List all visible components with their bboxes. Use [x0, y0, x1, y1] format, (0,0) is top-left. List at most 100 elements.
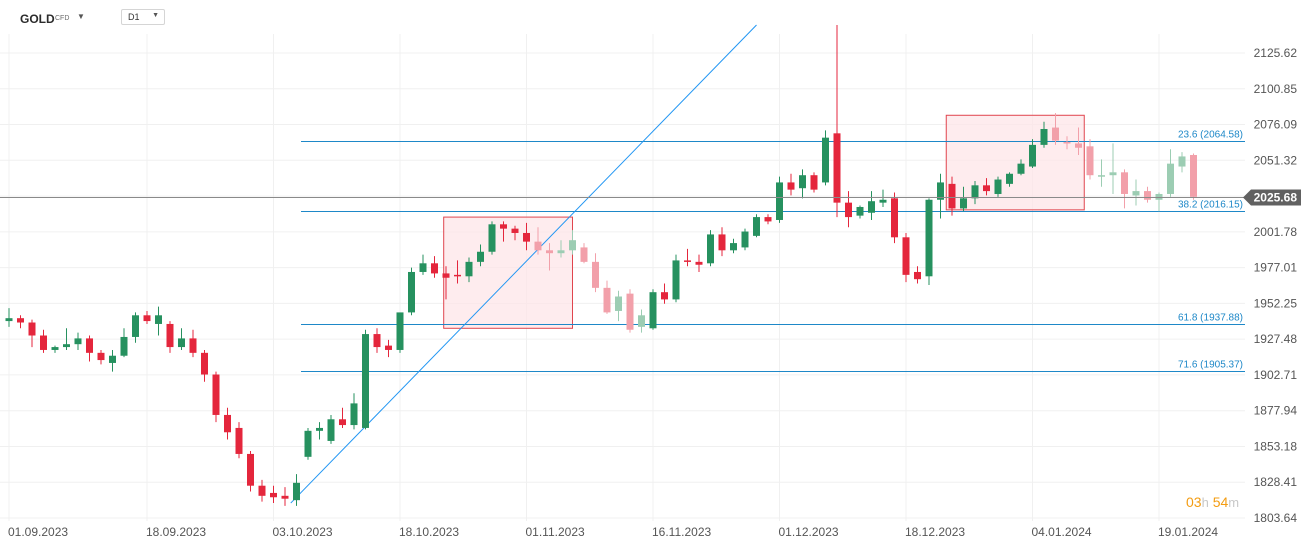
candle-body: [408, 271, 415, 313]
candlestick: [695, 254, 703, 272]
candlestick: [833, 25, 841, 218]
candlestick: [1190, 153, 1197, 200]
candlestick: [63, 328, 70, 350]
candle-body: [120, 336, 128, 356]
candle-countdown: 03h 54m: [1186, 494, 1239, 510]
x-tick-label: 16.11.2023: [652, 525, 711, 539]
candle-body: [327, 419, 335, 441]
candle-body: [511, 228, 519, 233]
x-tick-label: 01.11.2023: [526, 525, 585, 539]
y-tick-label: 1977.01: [1254, 261, 1298, 275]
candlestick: [569, 230, 576, 255]
candle-body: [580, 247, 588, 262]
y-tick-label: 1877.94: [1254, 404, 1298, 418]
candle-body: [1063, 141, 1071, 144]
candle-body: [396, 312, 404, 350]
candle-body: [362, 334, 369, 428]
candle-body: [730, 243, 737, 251]
y-tick-label: 1902.71: [1254, 368, 1298, 382]
candle-body: [983, 185, 990, 192]
candle-body: [385, 345, 392, 350]
countdown-minutes-unit: m: [1228, 495, 1240, 510]
candle-body: [1144, 191, 1151, 200]
candlestick: [500, 221, 507, 242]
candlestick: [534, 227, 542, 255]
candle-body: [166, 323, 174, 348]
candle-body: [615, 296, 622, 311]
y-tick-label: 1927.48: [1254, 332, 1298, 346]
candle-body: [454, 274, 461, 277]
candlestick: [810, 172, 818, 193]
candle-body: [1121, 172, 1128, 194]
candle-body: [86, 338, 93, 353]
candle-body: [822, 137, 829, 183]
candlestick: [787, 173, 795, 196]
candlestick: [120, 328, 128, 358]
candlestick: [109, 349, 116, 372]
candle-body: [914, 271, 921, 280]
candlestick: [1086, 139, 1094, 180]
candle-body: [17, 318, 24, 323]
candlestick: [5, 308, 13, 327]
current-price-tag: [1243, 189, 1301, 206]
chart-toolbar: GOLD CFD ▼ D1 ▼: [0, 0, 1314, 34]
candle-body: [534, 241, 542, 251]
timeframe-select[interactable]: D1 ▼: [121, 9, 165, 25]
candle-body: [488, 224, 496, 252]
candle-body: [304, 430, 312, 457]
symbol-name[interactable]: GOLD: [20, 12, 55, 26]
candlestick: [327, 414, 335, 444]
candle-body: [189, 338, 197, 353]
candle-body: [603, 287, 611, 313]
candle-body: [373, 334, 381, 348]
x-tick-label: 04.01.2024: [1032, 525, 1092, 539]
candlestick: [212, 371, 220, 423]
candlestick: [753, 214, 760, 238]
candlestick: [1040, 121, 1048, 148]
symbol-dropdown-icon[interactable]: ▼: [77, 12, 85, 21]
y-tick-label: 1952.25: [1254, 296, 1298, 310]
candle-body: [5, 318, 13, 322]
y-tick-label: 1853.18: [1254, 439, 1298, 453]
candlestick: [51, 345, 59, 353]
candlestick: [304, 427, 312, 460]
candle-body: [1017, 163, 1025, 174]
candle-body: [569, 240, 576, 251]
candlestick: [546, 243, 553, 271]
candlestick: [580, 243, 588, 264]
candle-body: [1052, 127, 1059, 141]
candlestick: [937, 173, 944, 219]
candle-body: [477, 251, 484, 262]
candle-body: [707, 234, 714, 264]
time-axis: 01.09.2023 18.09.2023 03.10.2023 18.10.2023…: [8, 525, 1218, 539]
candle-body: [1178, 156, 1186, 167]
candle-body: [1190, 154, 1197, 197]
candlestick: [408, 267, 415, 316]
candlestick: [362, 329, 369, 430]
x-tick-label: 18.09.2023: [146, 525, 206, 539]
candle-body: [28, 322, 36, 336]
candle-body: [224, 414, 231, 433]
candlestick: [74, 332, 82, 350]
candlestick: [419, 254, 427, 275]
fib-level-label: 38.2 (2016.15): [1178, 200, 1243, 211]
candlestick: [454, 260, 461, 284]
candlestick: [879, 189, 887, 207]
candlestick: [224, 407, 231, 440]
y-tick-label: 2051.32: [1254, 153, 1298, 167]
timeframe-value: D1: [128, 12, 140, 22]
candlestick: [523, 222, 530, 251]
candle-body: [661, 292, 668, 300]
candlestick: [868, 191, 875, 220]
candle-body: [155, 315, 162, 324]
candlestick: [638, 309, 645, 333]
candlestick: [281, 487, 289, 506]
candlestick: [925, 198, 933, 285]
candlestick: [143, 310, 151, 324]
candlestick: [661, 283, 668, 304]
candle-body: [40, 335, 47, 350]
candle-body: [465, 261, 473, 277]
trend-line-layer: [290, 24, 757, 504]
countdown-minutes: 54: [1212, 494, 1229, 510]
